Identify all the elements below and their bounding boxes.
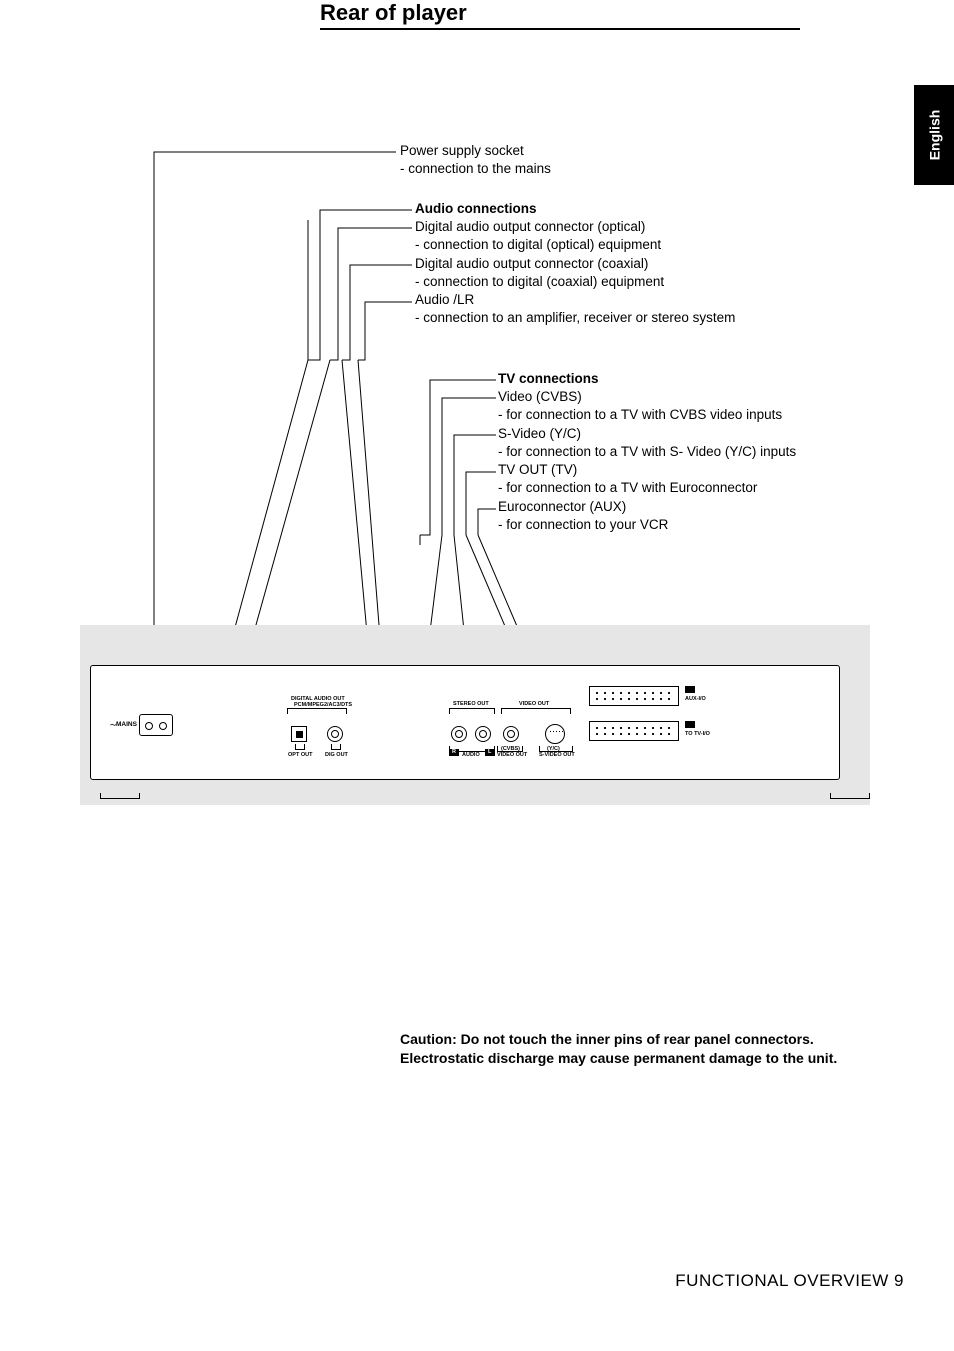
stereo-bracket <box>449 708 495 714</box>
tv-l6: - for connection to a TV with Euroconnec… <box>498 479 858 497</box>
tv-l7: Euroconnector (AUX) <box>498 498 858 516</box>
diagram-area: ～ MAINS DIGITAL AUDIO OUT PCM/MPEG2/AC3/… <box>80 625 870 805</box>
optout-bracket <box>295 744 305 750</box>
tv-l8: - for connection to your VCR <box>498 516 858 534</box>
aux-box <box>685 686 695 693</box>
language-tab: English <box>914 85 954 185</box>
totv-box <box>685 721 695 728</box>
audio-l <box>475 726 491 742</box>
panel-foot-left <box>100 793 140 799</box>
tv-l3: S-Video (Y/C) <box>498 425 858 443</box>
s-video <box>545 724 565 744</box>
totv-label: TO TV-I/O <box>685 731 710 737</box>
video-top-label: VIDEO OUT <box>519 701 549 707</box>
page-title: Rear of player <box>320 0 800 30</box>
video-b-label: VIDEO OUT <box>497 752 527 758</box>
tv-l5: TV OUT (TV) <box>498 461 858 479</box>
digout-bracket <box>331 744 341 750</box>
caution-text: Caution: Do not touch the inner pins of … <box>400 1030 860 1068</box>
digout-label: DIG OUT <box>325 752 348 758</box>
optout-label: OPT OUT <box>288 752 312 758</box>
tv-block: TV connections Video (CVBS) - for connec… <box>498 370 858 534</box>
stereo-label: STEREO OUT <box>453 701 489 707</box>
digaudio-bracket <box>287 708 347 714</box>
audio-r <box>451 726 467 742</box>
rear-panel: ～ MAINS DIGITAL AUDIO OUT PCM/MPEG2/AC3/… <box>90 665 860 795</box>
l-label: L <box>488 749 491 755</box>
panel-foot-right <box>830 793 870 799</box>
audio-l5: Audio /LR <box>415 291 835 309</box>
mains-socket <box>139 714 173 736</box>
panel-outline: ～ MAINS DIGITAL AUDIO OUT PCM/MPEG2/AC3/… <box>90 665 840 780</box>
power-l2: - connection to the mains <box>400 160 770 178</box>
audio-l4: - connection to digital (coaxial) equipm… <box>415 273 835 291</box>
power-block: Power supply socket - connection to the … <box>400 142 770 178</box>
audio-hd: Audio connections <box>415 200 835 218</box>
video-bracket-top <box>501 708 571 714</box>
tv-l1: Video (CVBS) <box>498 388 858 406</box>
language-tab-label: English <box>926 110 942 161</box>
audio-l1: Digital audio output connector (optical) <box>415 218 835 236</box>
page: English Rear of player Power supply sock… <box>0 0 954 1351</box>
audio-l3: Digital audio output connector (coaxial) <box>415 255 835 273</box>
audio-block: Audio connections Digital audio output c… <box>415 200 835 328</box>
r-label: R <box>452 749 456 755</box>
tv-l4: - for connection to a TV with S- Video (… <box>498 443 858 461</box>
audio-l6: - connection to an amplifier, receiver o… <box>415 309 835 327</box>
tv-hd: TV connections <box>498 370 858 388</box>
optical-out <box>291 726 307 742</box>
scart-tv <box>589 721 679 741</box>
svideo-label: S-VIDEO OUT <box>539 752 575 758</box>
aux-label: AUX-I/O <box>685 696 706 702</box>
audio-b-label: AUDIO <box>462 752 480 758</box>
video-cvbs <box>503 726 519 742</box>
pcm-label: PCM/MPEG2/AC3/DTS <box>294 702 352 708</box>
audio-l2: - connection to digital (optical) equipm… <box>415 236 835 254</box>
coax-out <box>327 726 343 742</box>
scart-aux <box>589 686 679 706</box>
mains-label: MAINS <box>116 721 137 728</box>
power-l1: Power supply socket <box>400 142 770 160</box>
tv-l2: - for connection to a TV with CVBS video… <box>498 406 858 424</box>
footer-text: FUNCTIONAL OVERVIEW 9 <box>675 1271 904 1291</box>
